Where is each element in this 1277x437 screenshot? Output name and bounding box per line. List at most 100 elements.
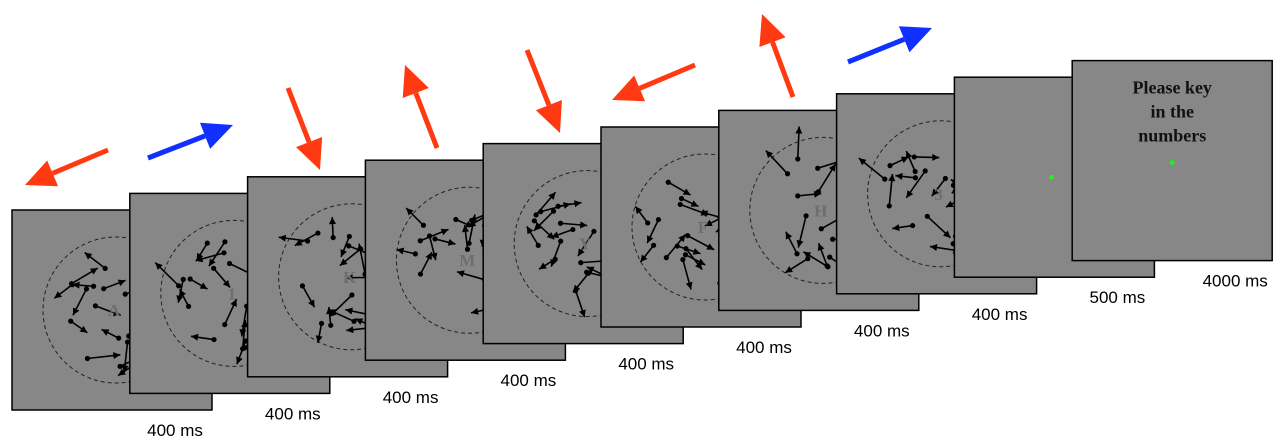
dot-arrow [240, 319, 249, 352]
cue-arrow-shaft [51, 147, 109, 176]
dot-arrow-head [430, 252, 438, 261]
dot-arrow-head [294, 239, 303, 246]
dot-arrow-dot [222, 321, 228, 328]
dot-arrow [795, 126, 803, 162]
dot-arrow-head [813, 190, 822, 198]
dot-arrow-dot [805, 256, 811, 262]
dot-arrow-head [550, 258, 557, 267]
duration-label: 400 ms [736, 338, 792, 357]
dot-arrow [121, 339, 131, 373]
dot-arrow [555, 200, 582, 209]
dot-arrow-head [548, 192, 556, 200]
dot-arrow [68, 318, 88, 334]
dot-arrow-head [199, 282, 208, 290]
dot-arrow-head [345, 307, 353, 315]
dot-arrow-dot [330, 234, 336, 241]
dot-arrow [678, 195, 699, 208]
dot-arrow [802, 251, 831, 270]
dot-arrow-dot [665, 179, 671, 185]
dot-arrow-dot [204, 240, 210, 246]
dot-arrow [674, 243, 701, 255]
center-letter: F [698, 218, 708, 237]
dot-arrow-head [89, 268, 98, 275]
dot-arrow-head [72, 307, 80, 316]
cue-arrow-head [402, 65, 429, 99]
dot-arrow [685, 233, 715, 251]
dot-arrow-head [308, 299, 315, 308]
dot-arrow-dot [349, 292, 355, 298]
dot-arrow-dot [304, 238, 311, 244]
dot-arrow-dot [674, 243, 680, 249]
duration-label: 400 ms [854, 321, 910, 340]
dot-arrow-dot [318, 320, 325, 327]
duration-label: 400 ms [972, 305, 1028, 324]
dot-arrow [924, 213, 952, 239]
dot-arrow [639, 242, 657, 263]
dot-arrow-head [704, 219, 713, 227]
dot-arrow-dot [453, 216, 459, 223]
dot-arrow-head [906, 190, 914, 198]
dot-arrow-head [690, 200, 699, 207]
cue-arrow-head [535, 99, 562, 133]
dot-arrow-head [117, 279, 126, 287]
dot-arrow-dot [180, 276, 186, 282]
cue-arrow-head [898, 26, 932, 53]
dot-arrow-head [945, 200, 954, 208]
dot-arrow-head [176, 295, 184, 303]
dot-arrow [432, 236, 456, 246]
dot-arrow-head [179, 289, 186, 298]
dot-arrow-dot [825, 264, 831, 270]
dot-arrow-head [895, 172, 903, 180]
dot-arrow-dot [655, 216, 662, 223]
dot-arrow-head [346, 326, 354, 334]
dot-arrow-dot [346, 243, 352, 249]
dot-arrow-head [355, 318, 364, 325]
dot-arrow-head [113, 309, 121, 317]
dot-arrow-dot [910, 222, 916, 229]
duration-label: 4000 ms [1203, 272, 1268, 291]
dot-arrow-head [329, 217, 337, 225]
dot-arrow-head [640, 254, 648, 263]
dot-arrow-dot [678, 195, 685, 202]
dot-arrow-dot [663, 254, 669, 261]
dot-arrow-head [692, 248, 701, 255]
dot-arrow [858, 157, 888, 182]
cue-arrow [612, 62, 696, 102]
cue-arrow-shaft [524, 49, 552, 107]
cue-arrow-shaft [770, 41, 796, 98]
duration-label: 500 ms [1090, 288, 1146, 307]
cue-arrow [759, 14, 796, 98]
dot-arrow-head [579, 221, 588, 229]
dot-arrow [417, 228, 449, 244]
dot-arrow-head [577, 248, 585, 257]
dot-arrow-dot [346, 233, 352, 240]
dot-arrow-head [765, 150, 774, 159]
dot-arrow-head [339, 258, 348, 266]
dot-arrow [396, 247, 418, 257]
dot-arrow [796, 213, 809, 248]
dot-arrow-dot [211, 265, 217, 271]
dot-arrow-dot [102, 265, 108, 272]
dot-arrow-head [706, 243, 715, 250]
dot-arrow [892, 222, 916, 232]
dot-arrow-head [785, 266, 793, 273]
dot-arrow-dot [187, 276, 193, 282]
dot-arrow-head [121, 365, 129, 373]
dot-arrow-dot [815, 165, 821, 171]
dot-arrow-dot [886, 203, 892, 209]
cue-arrow [524, 49, 562, 133]
dot-arrow-head [236, 356, 243, 365]
dot-arrow [677, 201, 709, 216]
center-letter: K [343, 268, 357, 287]
cue-arrow-shaft [638, 62, 696, 91]
dot-arrow-dot [351, 318, 357, 324]
dot-arrow [815, 163, 837, 195]
dot-arrow [92, 303, 122, 317]
dot-arrow-dot [555, 203, 561, 209]
dot-arrow-head [190, 333, 199, 341]
dot-arrow-head [695, 261, 703, 270]
dot-arrow-head [526, 226, 534, 235]
dot-arrow-dot [90, 283, 97, 289]
cue-arrow-shaft [285, 87, 312, 143]
